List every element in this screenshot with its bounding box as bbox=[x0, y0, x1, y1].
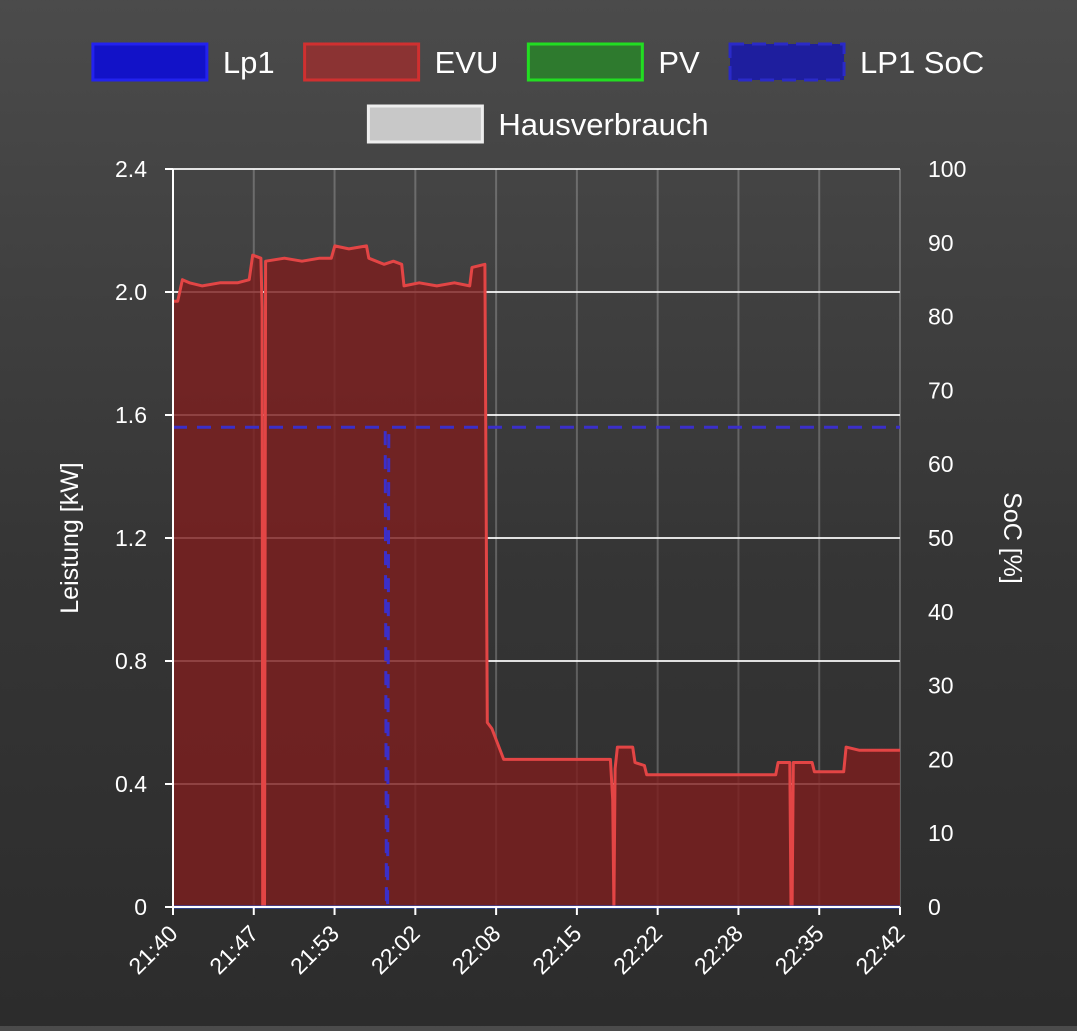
y-right-tick-label: 40 bbox=[928, 599, 954, 625]
legend-label-evu: EVU bbox=[435, 45, 499, 80]
y-left-tick-label: 0.4 bbox=[115, 771, 147, 797]
y-left-tick-label: 2.4 bbox=[115, 156, 147, 182]
legend-swatch-lp1-soc bbox=[728, 42, 846, 82]
legend-label-lp1: Lp1 bbox=[223, 45, 275, 80]
series-layer bbox=[173, 244, 900, 909]
x-tick-label: 22:02 bbox=[366, 920, 425, 979]
y-axis-right-label: SoC [%] bbox=[998, 492, 1026, 584]
legend-swatch-evu bbox=[303, 42, 421, 82]
y-right-tick-label: 10 bbox=[928, 820, 954, 846]
y-right-tick-label: 70 bbox=[928, 377, 954, 403]
x-tick-label: 21:53 bbox=[285, 920, 344, 979]
x-tick-label: 22:08 bbox=[447, 920, 506, 979]
y-left-tick-label: 0.8 bbox=[115, 648, 147, 674]
x-tick-label: 21:40 bbox=[123, 920, 182, 979]
y-right-tick-label: 60 bbox=[928, 451, 954, 477]
y-right-tick-label: 20 bbox=[928, 746, 954, 772]
y-right-tick-label: 100 bbox=[928, 156, 966, 182]
x-tick-label: 21:47 bbox=[204, 920, 263, 979]
legend-swatch-lp1 bbox=[91, 42, 209, 82]
legend: Lp1 EVU PV LP1 SoC Hausverbrauch bbox=[91, 42, 984, 144]
series-lp1-soc-line bbox=[173, 425, 900, 909]
x-tick-label: 22:15 bbox=[527, 920, 586, 979]
y-left-tick-label: 1.2 bbox=[115, 525, 147, 551]
x-tick-label: 22:42 bbox=[850, 920, 909, 979]
legend-swatch-pv bbox=[526, 42, 644, 82]
legend-label-pv: PV bbox=[658, 45, 700, 80]
series-evu-area bbox=[173, 245, 900, 907]
x-tick-label: 22:22 bbox=[608, 920, 667, 979]
y-left-tick-label: 2.0 bbox=[115, 279, 147, 305]
y-right-tick-label: 50 bbox=[928, 525, 954, 551]
legend-label-lp1-soc: LP1 SoC bbox=[860, 45, 984, 80]
series-evu-line bbox=[173, 244, 900, 909]
y-right-tick-label: 90 bbox=[928, 230, 954, 256]
legend-label-hausverbrauch: Hausverbrauch bbox=[498, 107, 708, 142]
y-left-tick-label: 0 bbox=[134, 894, 147, 920]
y-right-tick-label: 0 bbox=[928, 894, 941, 920]
y-axis-left-label: Leistung [kW] bbox=[56, 462, 84, 613]
y-right-tick-label: 30 bbox=[928, 673, 954, 699]
y-right-tick-label: 80 bbox=[928, 304, 954, 330]
y-left-tick-label: 1.6 bbox=[115, 402, 147, 428]
x-tick-label: 22:35 bbox=[770, 920, 829, 979]
x-tick-label: 22:28 bbox=[689, 920, 748, 979]
legend-swatch-hausverbrauch bbox=[366, 104, 484, 144]
